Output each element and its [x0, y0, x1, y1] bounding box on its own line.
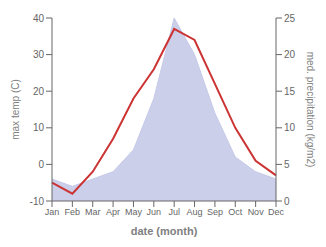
svg-text:Jan: Jan: [45, 207, 60, 217]
svg-text:0: 0: [284, 196, 290, 207]
svg-text:Nov: Nov: [248, 207, 265, 217]
svg-text:25: 25: [284, 13, 296, 24]
svg-text:Apr: Apr: [106, 207, 120, 217]
svg-text:10: 10: [33, 122, 45, 133]
svg-text:Sep: Sep: [207, 207, 223, 217]
svg-text:Oct: Oct: [228, 207, 243, 217]
svg-text:Jul: Jul: [168, 207, 180, 217]
svg-text:20: 20: [33, 86, 45, 97]
svg-text:Feb: Feb: [65, 207, 81, 217]
svg-text:5: 5: [284, 159, 290, 170]
svg-text:-10: -10: [30, 196, 45, 207]
svg-text:0: 0: [38, 159, 44, 170]
svg-text:15: 15: [284, 86, 296, 97]
svg-text:med. precipitation (kg/m2): med. precipitation (kg/m2): [305, 52, 316, 168]
svg-text:20: 20: [284, 49, 296, 60]
svg-text:Mar: Mar: [85, 207, 101, 217]
svg-text:Aug: Aug: [187, 207, 203, 217]
svg-text:30: 30: [33, 49, 45, 60]
svg-text:May: May: [125, 207, 143, 217]
svg-text:date (month): date (month): [131, 225, 198, 237]
svg-text:40: 40: [33, 13, 45, 24]
svg-text:max temp (C): max temp (C): [10, 79, 21, 140]
svg-text:10: 10: [284, 122, 296, 133]
svg-text:Dec: Dec: [268, 207, 285, 217]
svg-text:Jun: Jun: [147, 207, 162, 217]
